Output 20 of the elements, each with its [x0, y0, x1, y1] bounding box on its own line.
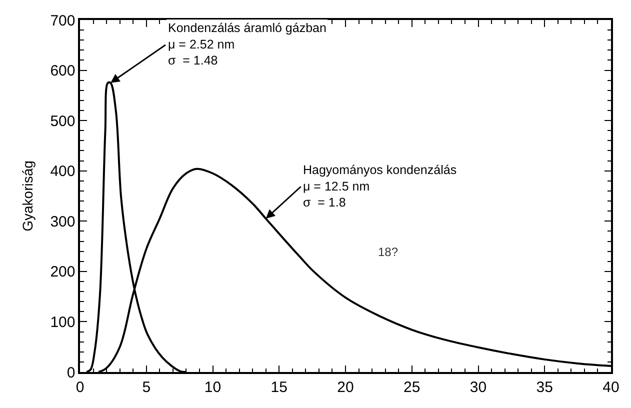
x-tick-label: 40	[602, 378, 620, 396]
x-tick-label: 15	[270, 378, 288, 396]
x-tick-label: 5	[142, 378, 151, 396]
y-tick-label: 200	[50, 264, 76, 281]
x-tick-label: 25	[404, 378, 420, 396]
x-tick-label: 10	[204, 378, 222, 396]
y-tick-label: 300	[50, 213, 76, 230]
y-tick-label: 700	[50, 12, 76, 30]
y-tick-label: 400	[50, 163, 76, 180]
annotation: Hagyományos kondenzálás μ = 12.5 nm σ = 1.8	[303, 163, 457, 210]
y-tick-label: 500	[50, 112, 76, 130]
y-tick-label: 600	[50, 62, 76, 80]
annotation: Kondenzálás áramló gázban μ = 2.52 nm σ = 1.48	[168, 21, 326, 68]
x-tick-label: 35	[536, 378, 553, 396]
annotation: 18?	[378, 245, 398, 259]
y-tick-label: 0	[66, 364, 76, 382]
x-tick-label: 20	[337, 378, 354, 396]
x-tick-label: 30	[470, 378, 487, 396]
y-tick-label: 100	[50, 314, 76, 331]
y-axis-title: Gyakoriság	[19, 160, 36, 232]
